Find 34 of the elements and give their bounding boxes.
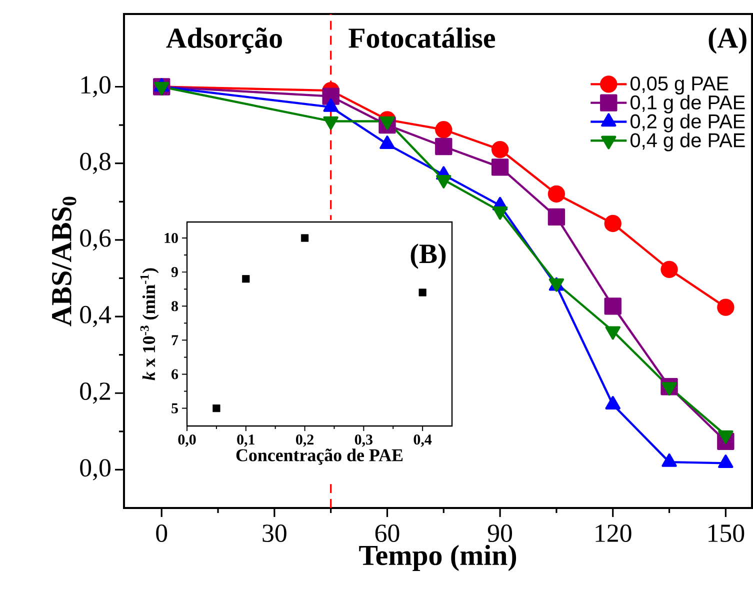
x-tick-label: 120 [596, 524, 632, 542]
y-tick-label: 0,8 [80, 152, 110, 174]
x-tick-label: 0 [156, 524, 168, 542]
y-tick-label: 0,2 [80, 382, 110, 404]
x-tick-label: 90 [488, 524, 512, 542]
x-tick-label: 0,3 [354, 434, 372, 447]
legend-label: 0,2 g de PAE [630, 114, 745, 132]
x-axis-title: Tempo (min) [359, 544, 516, 572]
x-tick-label: 0,1 [237, 434, 254, 447]
y-tick-label: 0,0 [80, 459, 110, 480]
y-tick-label: 1,0 [81, 76, 110, 98]
y-tick-label: 6 [172, 369, 178, 380]
legend-label: 0,05 g PAE [630, 76, 728, 95]
y-tick-label: 10 [164, 232, 178, 244]
y-tick-label: 0,6 [80, 229, 111, 251]
annotation: Adsorção [166, 28, 282, 54]
y-tick-label: 7 [172, 335, 178, 346]
x-tick-label: 150 [708, 524, 744, 542]
x-tick-label: 60 [375, 524, 400, 542]
y-axis-title: ABS/ABS$_{0}$ [52, 196, 76, 326]
x-tick-label: 30 [262, 524, 286, 542]
x-tick-label: 0,2 [296, 434, 314, 447]
annotation: Fotocatálise [348, 28, 496, 48]
y-axis-title: k x 10$^{-3}$ (min$^{-1}$) [140, 268, 159, 380]
x-tick-label: 0,4 [414, 434, 432, 447]
annotation: (B) [410, 244, 446, 269]
y-tick-label: 8 [172, 301, 178, 312]
legend-label: 0,4 g de PAE [630, 132, 745, 152]
annotation: (A) [708, 28, 746, 54]
y-tick-label: 0,4 [80, 306, 112, 328]
y-tick-label: 9 [171, 267, 178, 278]
y-tick-label: 5 [172, 403, 178, 414]
legend-label: 0,1 g de PAE [630, 94, 745, 114]
x-axis-title: Concentração de PAE [236, 448, 403, 465]
